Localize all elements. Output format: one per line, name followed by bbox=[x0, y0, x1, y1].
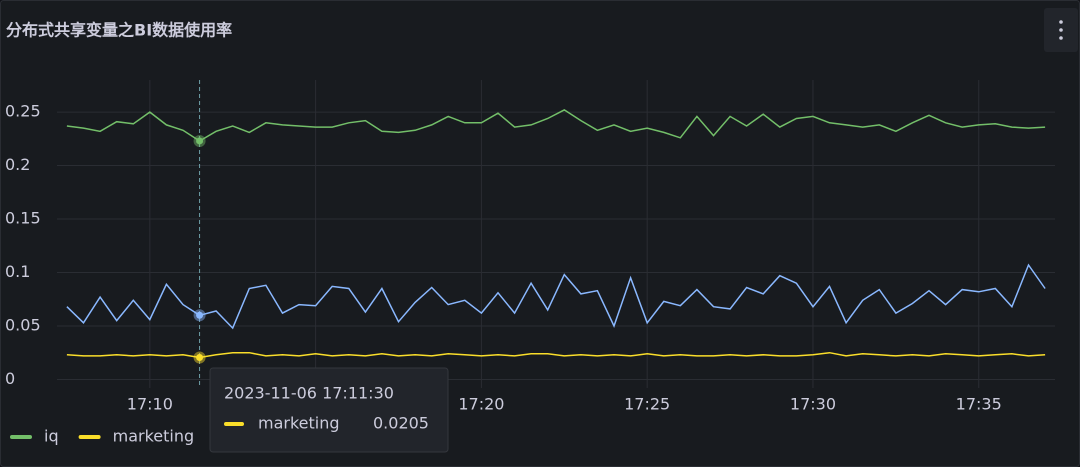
tooltip-value: 0.0205 bbox=[373, 414, 429, 433]
y-tick-label: 0.2 bbox=[5, 155, 30, 174]
x-tick-label: 17:35 bbox=[956, 395, 1002, 414]
x-tick-label: 17:25 bbox=[624, 395, 670, 414]
x-tick-label: 17:10 bbox=[127, 395, 173, 414]
hover-point bbox=[196, 137, 204, 145]
tooltip: 2023-11-06 17:11:30 marketing 0.0205 bbox=[209, 367, 449, 453]
series-line bbox=[66, 263, 1046, 330]
hover-point bbox=[196, 311, 204, 319]
panel-menu[interactable] bbox=[1044, 8, 1078, 52]
tooltip-box bbox=[209, 367, 449, 453]
legend-label: iq bbox=[44, 427, 59, 446]
series-line bbox=[66, 109, 1046, 142]
y-tick-label: 0.25 bbox=[5, 102, 41, 121]
y-tick-label: 0 bbox=[5, 369, 15, 388]
y-tick-label: 0.05 bbox=[5, 315, 41, 334]
series-line bbox=[66, 351, 1046, 359]
tooltip-series: marketing bbox=[258, 414, 340, 433]
x-tick-label: 17:20 bbox=[458, 395, 504, 414]
panel-title: 分布式共享变量之BI数据使用率 bbox=[6, 21, 232, 40]
x-tick-label: 17:30 bbox=[790, 395, 836, 414]
y-tick-label: 0.1 bbox=[5, 262, 30, 281]
legend-label: marketing bbox=[113, 427, 195, 446]
legend: iq marketing bbox=[10, 427, 195, 446]
hover-point bbox=[196, 354, 204, 362]
y-tick-label: 0.15 bbox=[5, 209, 41, 228]
tooltip-title: 2023-11-06 17:11:30 bbox=[224, 384, 394, 403]
